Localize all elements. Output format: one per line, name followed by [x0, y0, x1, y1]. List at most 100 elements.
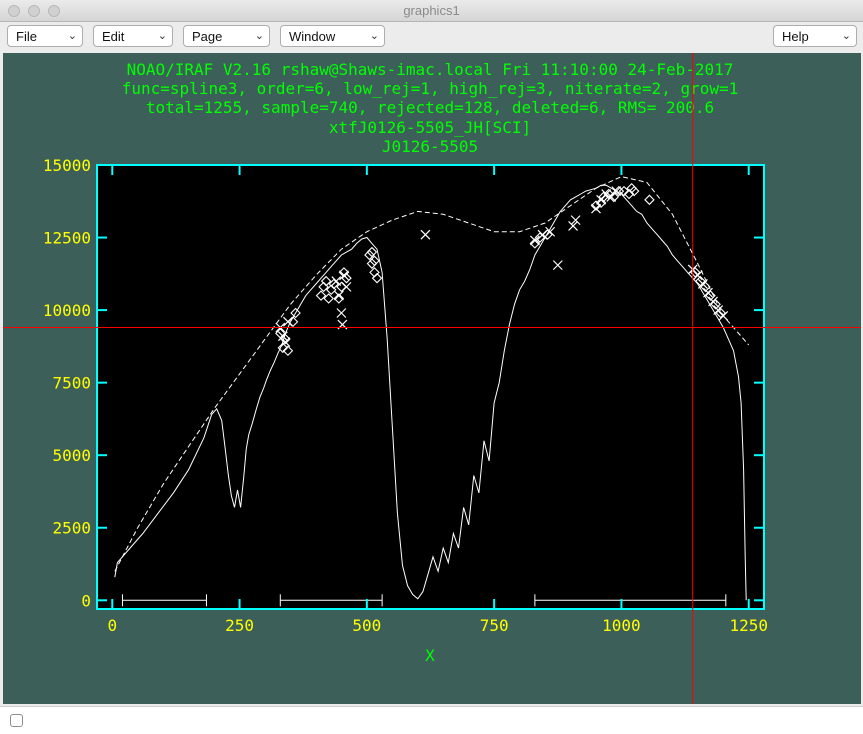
deleted-point: [603, 188, 614, 200]
rejected-point: [545, 226, 556, 237]
chevron-down-icon: ⌄: [67, 30, 77, 42]
rejected-point-stroke: [420, 229, 431, 240]
x-tick-label: 1250: [729, 616, 768, 635]
x-axis-label: X: [425, 646, 435, 665]
rejected-point-stroke: [339, 270, 349, 281]
deleted-point: [333, 293, 345, 304]
rejected-point-stroke: [280, 337, 291, 347]
status-bar: [0, 706, 863, 734]
header-line-1: NOAO/IRAF V2.16 rshaw@Shaws-imac.local F…: [127, 60, 734, 79]
deleted-point: [534, 232, 546, 243]
y-tick-label: 12500: [43, 229, 91, 248]
rejected-point-stroke: [568, 221, 578, 231]
deleted-point: [618, 185, 630, 197]
fit-line: [114, 176, 750, 572]
rejected-point: [333, 290, 344, 301]
y-tick-label: 5000: [52, 446, 91, 465]
rejected-point-stroke: [529, 235, 540, 246]
deleted-point: [287, 316, 299, 327]
rejected-point-stroke: [336, 308, 347, 318]
deleted-point: [608, 191, 620, 203]
window-menu-button[interactable]: Window ⌄: [280, 25, 385, 47]
rejected-point: [568, 221, 578, 231]
rejected-point: [552, 260, 563, 271]
deleted-point: [320, 275, 332, 287]
window-titlebar: graphics1: [0, 0, 863, 22]
rejected-point: [703, 287, 713, 298]
rejected-point-stroke: [713, 305, 724, 316]
deleted-point: [598, 191, 609, 203]
file-menu-button[interactable]: File ⌄: [7, 25, 83, 47]
sample-range: [534, 594, 727, 607]
rejected-point: [339, 270, 349, 281]
help-menu-button[interactable]: Help ⌄: [773, 25, 857, 47]
rejected-point-stroke: [331, 276, 342, 287]
y-tick-label: 2500: [52, 519, 91, 538]
deleted-point: [613, 185, 625, 197]
deleted-point: [529, 238, 541, 249]
y-tick-label: 10000: [43, 301, 91, 320]
zoom-window-button[interactable]: [48, 5, 60, 17]
y-tick-label: 7500: [52, 374, 91, 393]
chevron-down-icon: ⌄: [157, 30, 167, 42]
rejected-point: [570, 215, 581, 226]
chevron-down-icon: ⌄: [254, 30, 264, 42]
deleted-point: [590, 200, 602, 211]
rejected-point-stroke: [692, 270, 703, 281]
rejected-point: [697, 279, 708, 289]
edit-menu-label: Edit: [102, 29, 125, 44]
deleted-point: [277, 342, 289, 354]
deleted-point: [628, 185, 640, 197]
header-line-2: func=spline3, order=6, low_rej=1, high_r…: [122, 79, 739, 98]
chevron-down-icon: ⌄: [369, 30, 379, 42]
header-line-4: xtfJ0126-5505_JH[SCI]: [329, 118, 531, 137]
page-menu-button[interactable]: Page ⌄: [183, 25, 270, 47]
plot-frame: [96, 164, 765, 610]
rejected-point: [280, 337, 291, 347]
y-tick-label: 0: [81, 591, 91, 610]
graphics-canvas[interactable]: NOAO/IRAF V2.16 rshaw@Shaws-imac.local F…: [3, 53, 861, 704]
deleted-point: [280, 333, 291, 345]
window-title: graphics1: [403, 3, 460, 18]
plot-header: NOAO/IRAF V2.16 rshaw@Shaws-imac.local F…: [122, 60, 739, 156]
minimize-window-button[interactable]: [28, 5, 40, 17]
x-tick-label: 0: [107, 616, 117, 635]
deleted-point: [275, 328, 286, 339]
deleted-point: [341, 272, 352, 284]
rejected-point-stroke: [570, 215, 581, 226]
deleted-point: [315, 290, 327, 301]
edit-menu-button[interactable]: Edit ⌄: [93, 25, 173, 47]
chevron-down-icon: ⌄: [841, 30, 851, 42]
plot-area: [97, 165, 764, 609]
close-window-button[interactable]: [8, 5, 20, 17]
x-tick-label: 500: [352, 616, 381, 635]
deleted-point: [700, 281, 711, 293]
rejected-point-stroke: [277, 331, 288, 342]
deleted-point: [710, 299, 721, 310]
data-line: [114, 184, 747, 601]
x-tick-label: 250: [225, 616, 254, 635]
sample-range: [279, 594, 383, 607]
help-menu-label: Help: [782, 29, 809, 44]
deleted-point: [705, 290, 716, 301]
deleted-point: [282, 345, 294, 357]
rejected-point: [336, 308, 347, 318]
x-tick-label: 750: [480, 616, 509, 635]
rejected-point: [692, 270, 703, 281]
deleted-point: [542, 229, 553, 240]
header-line-5: J0126-5505: [382, 137, 478, 156]
deleted-point: [328, 278, 340, 290]
status-checkbox[interactable]: [10, 714, 23, 727]
page-menu-label: Page: [192, 29, 223, 44]
rejected-point: [529, 235, 540, 246]
rejected-point-stroke: [601, 189, 612, 199]
file-menu-label: File: [16, 29, 37, 44]
deleted-point: [290, 307, 301, 319]
rejected-point-stroke: [545, 226, 556, 237]
sample-range: [121, 594, 207, 607]
rejected-point: [718, 310, 729, 321]
deleted-point: [323, 293, 334, 304]
deleted-point: [366, 258, 378, 269]
menubar: File ⌄ Edit ⌄ Page ⌄ Window ⌄ Help ⌄: [0, 22, 863, 50]
plot-svg[interactable]: NOAO/IRAF V2.16 rshaw@Shaws-imac.local F…: [3, 53, 861, 704]
